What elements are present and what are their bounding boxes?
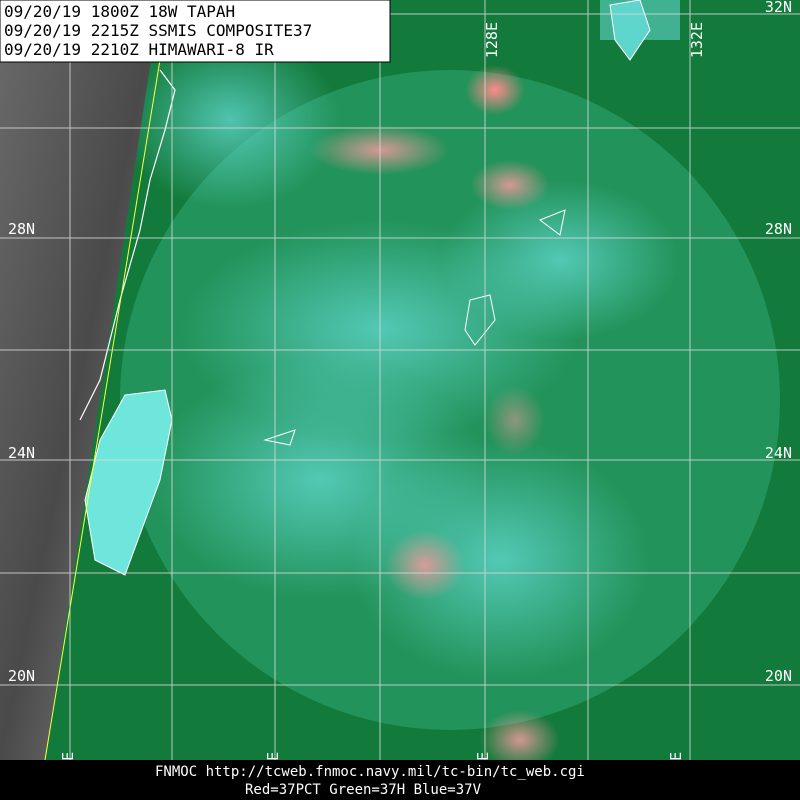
lat-label: 24N: [765, 444, 792, 462]
header-box: [0, 0, 391, 63]
lat-label: 20N: [8, 667, 35, 685]
header-line: 09/20/19 1800Z 18W TAPAH: [4, 2, 235, 21]
header-line: 09/20/19 2215Z SSMIS COMPOSITE37: [4, 21, 312, 40]
lon-label: 132E: [688, 22, 706, 58]
lat-label: 24N: [8, 444, 35, 462]
lat-label: 28N: [765, 220, 792, 238]
footer-line: Red=37PCT Green=37H Blue=37V: [245, 782, 482, 798]
graticule: [0, 0, 800, 760]
lat-label: 32N: [765, 0, 792, 16]
footer-bar: [0, 760, 800, 800]
footer-line: FNMOC http://tcweb.fnmoc.navy.mil/tc-bin…: [155, 764, 585, 780]
header-line: 09/20/19 2210Z HIMAWARI-8 IR: [4, 40, 274, 59]
imagery: [0, 0, 800, 770]
lat-label: 28N: [8, 220, 35, 238]
lon-label: 128E: [483, 22, 501, 58]
lat-label: 20N: [765, 667, 792, 685]
